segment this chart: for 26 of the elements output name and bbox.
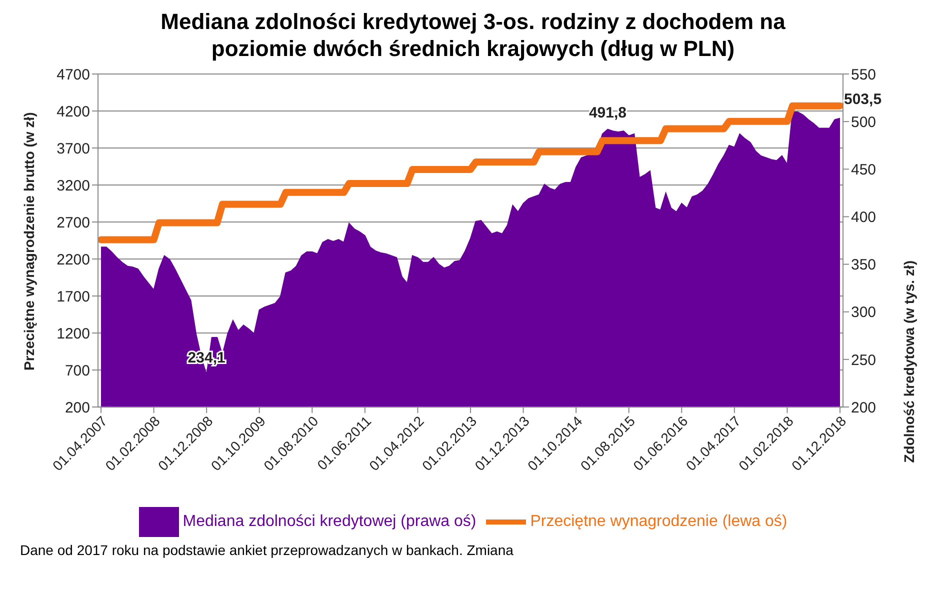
y2-tick-label: 400 [851, 209, 876, 226]
y-tick-label: 3200 [56, 177, 90, 194]
y2-tick-label: 250 [851, 352, 876, 369]
y2-tick-label: 350 [851, 256, 876, 274]
y2-tick-label: 500 [851, 114, 876, 131]
text: Dane od 2017 roku na podstawie ankiet przeprowadzanych w bankach. Zmiana [19, 542, 514, 558]
y-tick-label: 4200 [56, 103, 90, 120]
y2-tick-label: 450 [851, 161, 876, 178]
y-tick-label: 1200 [56, 325, 90, 342]
chart-title: Mediana zdolności kredytowej 3-os. rodziny z dochodem na poziomie dwóch średnich krajowych (dług w PLN) [160, 8, 786, 62]
y-tick-label: 4700 [56, 66, 90, 84]
y-tick-label: 3700 [56, 140, 90, 158]
y-axis-title: Przeciętne wynagrodzenie brutto (w zł) [20, 112, 37, 370]
legend-label: Przeciętne wynagrodzenie (lewa oś) [530, 513, 788, 530]
data-label: 491,8 [588, 104, 627, 122]
y2-tick-label: 300 [851, 304, 876, 322]
y2-tick-label: 550 [851, 66, 876, 84]
y-tick-label: 200 [64, 399, 90, 416]
y2-tick-label: 200 [851, 399, 876, 416]
y-tick-label: 2700 [56, 214, 90, 232]
legend-label: Mediana zdolności kredytowej (prawa oś) [182, 513, 476, 530]
y-tick-label: 1700 [56, 288, 90, 306]
y-tick-label: 2200 [56, 251, 90, 268]
data-label: 503,5 [844, 91, 882, 108]
y2-axis-title: Zdolność kredytowa (w tys. zł) [900, 260, 917, 463]
y-tick-label: 700 [64, 362, 90, 380]
